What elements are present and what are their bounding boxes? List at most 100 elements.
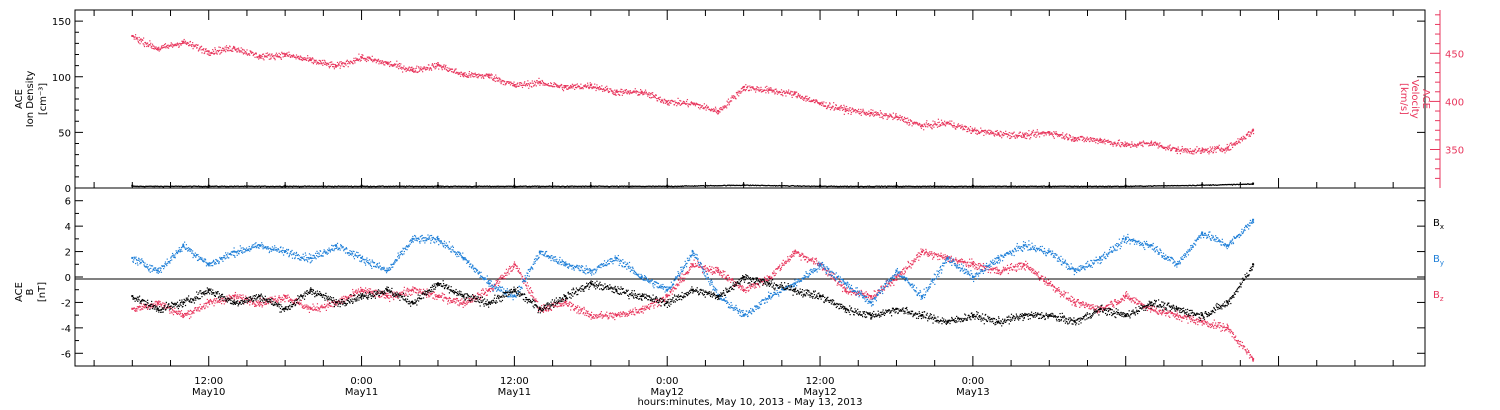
Velocity-sample	[595, 86, 597, 88]
Bz-sample	[326, 305, 328, 307]
Density-sample	[486, 185, 488, 187]
Bz-sample	[306, 308, 308, 310]
Velocity-sample	[262, 58, 264, 60]
Velocity-sample	[295, 58, 297, 60]
Density-sample	[1228, 183, 1230, 186]
Density-sample	[521, 185, 523, 187]
Density-sample	[1083, 185, 1085, 188]
Density-sample	[168, 185, 171, 188]
Velocity-sample	[1028, 130, 1030, 132]
Density-sample	[434, 185, 437, 187]
Velocity-sample	[1244, 136, 1246, 138]
Velocity-sample	[880, 112, 882, 114]
Velocity-sample	[1096, 138, 1099, 140]
Density-sample	[1225, 184, 1228, 186]
Bz-sample	[237, 294, 239, 296]
Bz-sample	[433, 291, 435, 294]
Density-sample	[718, 185, 720, 187]
Velocity-sample	[842, 108, 845, 111]
Velocity-sample	[683, 102, 685, 104]
Velocity-sample	[951, 120, 953, 122]
Density-sample	[777, 185, 779, 187]
Velocity-sample	[863, 113, 865, 115]
Velocity-sample	[192, 48, 194, 50]
Velocity-sample	[818, 102, 820, 105]
Density-sample	[1218, 184, 1221, 186]
Bz-sample	[508, 268, 510, 270]
Velocity-sample	[920, 127, 923, 129]
Velocity-sample	[939, 124, 941, 126]
Density-sample	[973, 185, 975, 187]
Velocity-sample	[218, 49, 220, 52]
Velocity-sample	[622, 91, 624, 93]
Density-sample	[1044, 185, 1046, 188]
Density-sample	[1206, 184, 1208, 186]
Velocity-sample	[1139, 143, 1141, 145]
Density-sample	[412, 186, 414, 188]
Density-sample	[368, 185, 370, 188]
Velocity-sample	[340, 62, 343, 65]
Velocity-sample	[562, 88, 564, 91]
Density-sample	[423, 185, 425, 187]
Density-sample	[1112, 185, 1114, 188]
Density-sample	[900, 185, 902, 187]
Velocity-sample	[826, 106, 828, 108]
Density-sample	[153, 186, 155, 188]
Velocity-sample	[1197, 150, 1199, 152]
Bz-sample	[459, 302, 461, 304]
Velocity-sample	[903, 118, 905, 120]
Velocity-sample	[368, 56, 370, 58]
Velocity-sample	[482, 76, 484, 78]
Velocity-sample	[874, 114, 876, 116]
Velocity-sample	[693, 104, 695, 106]
Velocity-sample	[220, 49, 222, 51]
Density-sample	[285, 186, 287, 188]
Density-sample	[489, 185, 491, 187]
Velocity-sample	[1086, 136, 1088, 138]
Velocity-sample	[453, 72, 455, 74]
Bz-sample	[481, 292, 483, 294]
Density-sample	[567, 185, 570, 188]
Velocity-sample	[584, 84, 586, 87]
Velocity-sample	[422, 67, 425, 69]
Density-sample	[1050, 186, 1053, 188]
Density-sample	[1070, 186, 1072, 188]
Velocity-sample	[663, 102, 665, 104]
Velocity-sample	[195, 43, 197, 46]
Density-sample	[956, 185, 958, 188]
Velocity-sample	[235, 49, 237, 51]
Velocity-sample	[1010, 137, 1012, 139]
Density-sample	[1069, 185, 1072, 187]
Velocity-sample	[819, 103, 821, 105]
Bz-sample	[191, 313, 193, 315]
Velocity-sample	[980, 131, 982, 133]
density-tick-label-3: 150	[52, 17, 71, 28]
Density-sample	[1040, 185, 1043, 187]
Density-sample	[144, 186, 146, 188]
Velocity-sample	[213, 53, 215, 55]
Velocity-sample	[1083, 141, 1085, 143]
Velocity-sample	[590, 84, 592, 86]
Bz-sample	[341, 302, 344, 304]
Density-sample	[1189, 184, 1192, 187]
Density-sample	[163, 185, 165, 187]
Velocity-sample	[163, 44, 166, 46]
Velocity-point	[360, 56, 363, 59]
Velocity-sample	[139, 39, 142, 41]
Velocity-sample	[578, 85, 581, 88]
Velocity-sample	[460, 71, 463, 73]
Velocity-sample	[869, 114, 871, 116]
Velocity-sample	[1204, 149, 1206, 151]
Bz-sample	[500, 275, 502, 277]
Bz-sample	[451, 299, 453, 302]
Bz-sample	[439, 295, 441, 297]
Density-sample	[967, 185, 969, 188]
Density-sample	[776, 185, 778, 187]
Velocity-sample	[392, 64, 394, 66]
Velocity-sample	[992, 131, 994, 133]
Density-sample	[812, 185, 814, 187]
Bz-sample	[220, 298, 222, 300]
Velocity-sample	[894, 114, 897, 116]
Bz-sample	[235, 296, 237, 298]
Velocity-sample	[1111, 142, 1113, 144]
